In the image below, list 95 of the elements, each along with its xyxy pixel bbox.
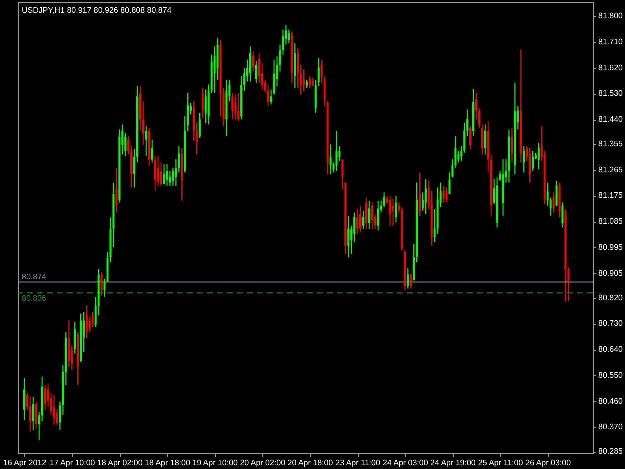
x-tick-label: 20 Apr 18:00 xyxy=(288,458,334,468)
candlestick xyxy=(252,51,254,72)
candlestick xyxy=(446,187,448,204)
y-tick-label: 81.800 xyxy=(598,12,624,21)
candlestick xyxy=(145,126,148,157)
candlestick xyxy=(154,156,156,192)
y-tick-label: 80.730 xyxy=(598,319,624,328)
candlestick xyxy=(267,84,270,107)
candlestick xyxy=(163,164,166,186)
candlestick xyxy=(86,305,88,340)
candlestick xyxy=(330,144,332,175)
candlestick xyxy=(23,378,26,421)
x-tick-label: 18 Apr 18:00 xyxy=(145,458,191,468)
candlestick xyxy=(234,94,237,120)
candlestick xyxy=(348,215,350,258)
candlestick xyxy=(532,150,534,172)
candlestick xyxy=(395,196,398,223)
candlestick xyxy=(255,61,258,84)
y-tick-label: 81.265 xyxy=(598,165,624,174)
candlestick xyxy=(338,146,341,162)
candlestick xyxy=(368,200,370,230)
candlestick xyxy=(389,196,392,226)
ref-line-label: 80.836 xyxy=(22,294,48,304)
candlestick xyxy=(100,272,103,296)
y-tick-label: 80.820 xyxy=(598,293,624,302)
candlestick xyxy=(53,394,56,426)
candlestick xyxy=(511,127,514,164)
candlestick xyxy=(238,92,240,122)
y-tick-label: 81.530 xyxy=(598,89,624,98)
candlestick xyxy=(336,130,338,172)
candlestick xyxy=(523,146,526,174)
candlestick xyxy=(383,192,386,208)
y-tick-label: 80.640 xyxy=(598,345,624,354)
candlestick xyxy=(166,164,168,186)
x-tick-label: 24 Apr 03:00 xyxy=(382,458,429,468)
x-tick-label: 24 Apr 19:00 xyxy=(430,458,476,468)
y-tick-label: 80.460 xyxy=(598,396,624,406)
x-tick-label: 16 Apr 2012 xyxy=(3,458,48,468)
candlestick xyxy=(458,150,460,164)
candlestick xyxy=(116,167,118,214)
candlestick xyxy=(424,178,427,215)
candlestick xyxy=(303,69,306,92)
x-tick-label: 18 Apr 02:00 xyxy=(97,458,144,468)
y-tick-label: 81.085 xyxy=(598,217,624,226)
ref-line-label: 80.874 xyxy=(22,272,48,282)
x-tick-label: 19 Apr 10:00 xyxy=(192,458,239,468)
candlestick xyxy=(538,142,540,170)
candlestick xyxy=(556,180,558,207)
candlestick xyxy=(44,384,46,411)
candlestick xyxy=(362,210,364,230)
y-tick-label: 81.175 xyxy=(598,191,624,200)
candlestick xyxy=(377,200,380,232)
candlestick xyxy=(552,192,555,214)
candlestick xyxy=(529,148,532,184)
y-tick-label: 81.620 xyxy=(598,63,624,72)
chart-title: USDJPY,H1 80.917 80.926 80.808 80.874 xyxy=(22,6,172,15)
y-tick-label: 80.285 xyxy=(598,447,624,456)
candlestick xyxy=(35,401,38,429)
candlestick xyxy=(470,126,472,150)
y-tick-label: 80.550 xyxy=(598,370,624,380)
candlestick xyxy=(365,197,368,230)
y-tick-label: 81.440 xyxy=(598,115,624,124)
x-tick-label: 20 Apr 02:00 xyxy=(240,458,286,468)
candlestick xyxy=(392,198,394,226)
candlestick xyxy=(418,172,421,216)
x-tick-label: 23 Apr 11:00 xyxy=(336,458,381,468)
candlestick xyxy=(410,273,412,290)
candlestick xyxy=(484,124,486,156)
x-tick-label: 25 Apr 11:00 xyxy=(478,458,524,468)
candlestick xyxy=(249,46,252,82)
candlestick xyxy=(288,29,290,44)
y-tick-label: 81.710 xyxy=(598,37,624,46)
candlestick xyxy=(32,396,34,431)
candlestick xyxy=(360,206,362,234)
candlestick xyxy=(204,89,207,124)
candlestick xyxy=(202,88,204,119)
candlestick xyxy=(29,396,32,432)
y-tick-label: 80.905 xyxy=(598,268,624,278)
x-tick-label: 17 Apr 10:00 xyxy=(50,458,96,468)
candlestick xyxy=(356,208,359,235)
candlestick xyxy=(407,268,410,290)
candlestick xyxy=(442,185,445,204)
candlestick xyxy=(68,320,70,368)
candlestick xyxy=(232,92,234,120)
y-tick-label: 80.370 xyxy=(598,422,624,432)
y-tick-label: 80.995 xyxy=(598,242,624,252)
candlestick xyxy=(151,139,154,164)
candlestick xyxy=(198,112,201,138)
x-tick-label: 26 Apr 03:00 xyxy=(526,458,572,468)
candlestick xyxy=(74,322,76,354)
candlestick xyxy=(371,202,374,230)
y-tick-label: 81.355 xyxy=(598,139,624,148)
candlestick xyxy=(308,76,311,89)
candlestick xyxy=(562,202,564,228)
candlestick xyxy=(294,42,296,89)
